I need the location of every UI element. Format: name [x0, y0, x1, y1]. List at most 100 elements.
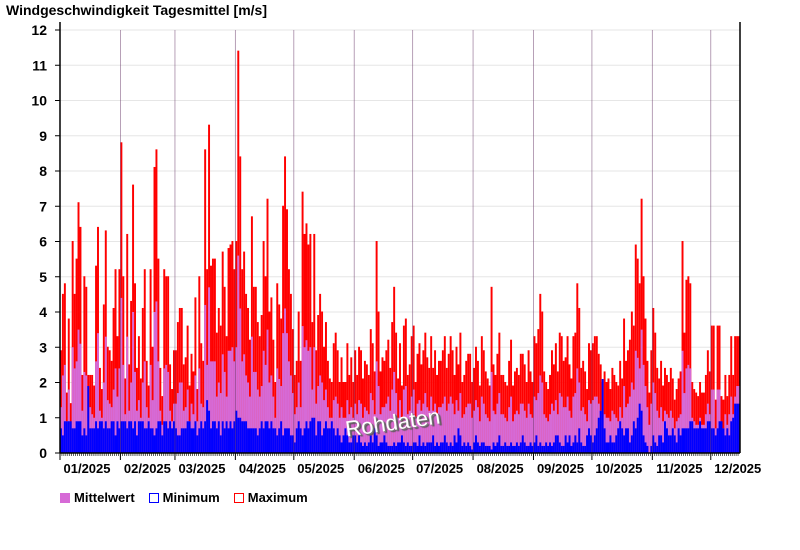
mean-bar — [358, 400, 361, 453]
min-bar — [375, 435, 378, 453]
min-bar — [636, 417, 639, 453]
mean-bar — [95, 361, 98, 453]
min-bar — [664, 421, 666, 453]
mean-bar — [323, 400, 325, 453]
min-bar — [738, 403, 740, 453]
min-bar — [184, 428, 187, 453]
min-bar — [515, 442, 518, 453]
min-bar — [570, 445, 573, 453]
mean-bar — [529, 414, 532, 453]
min-bar — [217, 421, 220, 453]
min-bar — [286, 428, 288, 453]
mean-bar — [519, 403, 522, 453]
mean-bar — [554, 400, 557, 453]
min-bar — [665, 428, 668, 453]
mean-bar — [539, 375, 542, 453]
min-bar — [395, 445, 398, 453]
min-bar — [716, 428, 719, 453]
min-bar — [371, 442, 374, 453]
mean-bar — [406, 414, 409, 453]
y-tick-label: 8 — [39, 163, 47, 179]
min-bar — [256, 435, 259, 453]
mean-bar — [412, 389, 415, 453]
mean-bar — [365, 410, 368, 453]
y-tick-label: 3 — [39, 339, 47, 355]
mean-bar — [363, 407, 366, 453]
min-bar — [169, 421, 172, 453]
min-bar — [399, 442, 401, 453]
min-bar — [607, 442, 610, 453]
mean-bar — [541, 382, 544, 453]
mean-bar — [178, 382, 181, 453]
mean-bar — [535, 400, 538, 453]
min-bar — [155, 428, 158, 453]
min-bar — [418, 435, 421, 453]
min-bar — [365, 445, 368, 453]
min-bar — [132, 428, 135, 453]
min-bar — [461, 445, 464, 453]
min-bar — [248, 428, 251, 453]
min-bar — [102, 428, 105, 453]
min-bar — [722, 428, 725, 453]
mean-bar — [465, 407, 468, 453]
mean-bar — [504, 417, 507, 453]
mean-bar — [77, 329, 80, 453]
min-bar — [615, 435, 618, 453]
min-bar — [502, 445, 505, 453]
min-bar — [141, 421, 144, 453]
min-bar — [728, 435, 731, 453]
min-bar — [658, 435, 661, 453]
min-bar — [471, 449, 474, 453]
mean-bar — [247, 382, 249, 453]
min-bar — [671, 428, 674, 453]
min-bar — [586, 435, 589, 453]
min-bar — [219, 435, 222, 453]
min-bar — [163, 421, 166, 453]
mean-bar — [669, 410, 672, 453]
min-bar — [319, 421, 322, 453]
min-bar — [574, 435, 577, 453]
min-bar — [106, 428, 109, 453]
min-bar — [436, 442, 438, 453]
mean-bar — [231, 347, 234, 453]
mean-bar — [132, 312, 135, 453]
mean-bar — [252, 371, 255, 453]
min-bar — [167, 428, 170, 453]
min-bar — [188, 421, 191, 453]
min-bar — [393, 442, 396, 453]
mean-bar — [211, 361, 214, 453]
min-bar — [644, 442, 647, 453]
mean-bar — [198, 368, 201, 453]
min-bar — [650, 445, 653, 453]
y-tick-label: 10 — [31, 93, 47, 109]
min-bar — [621, 428, 624, 453]
min-bar — [601, 378, 604, 453]
min-bar — [611, 442, 614, 453]
y-tick-label: 11 — [32, 57, 47, 73]
min-bar — [221, 421, 224, 453]
mean-bar — [578, 382, 581, 453]
mean-bar — [683, 393, 686, 453]
mean-bar — [309, 347, 312, 453]
mean-bar — [531, 417, 534, 453]
mean-bar — [356, 414, 359, 453]
min-bar — [215, 428, 218, 453]
mean-bar — [685, 368, 688, 453]
mean-bar — [475, 400, 477, 453]
mean-bar — [547, 421, 550, 453]
min-bar — [332, 428, 335, 453]
legend-item-min: Minimum — [148, 490, 220, 505]
min-bar — [363, 442, 366, 453]
min-bar — [247, 428, 249, 453]
min-bar — [324, 421, 327, 453]
min-bar — [619, 421, 622, 453]
mean-bar — [297, 382, 300, 453]
mean-bar — [340, 407, 343, 453]
mean-bar — [628, 396, 631, 453]
mean-bar — [558, 393, 561, 453]
mean-bar — [675, 421, 678, 453]
mean-bar — [348, 414, 351, 453]
mean-bar — [410, 396, 413, 453]
month-label: 09/2025 — [537, 461, 584, 476]
mean-bar — [393, 371, 396, 453]
